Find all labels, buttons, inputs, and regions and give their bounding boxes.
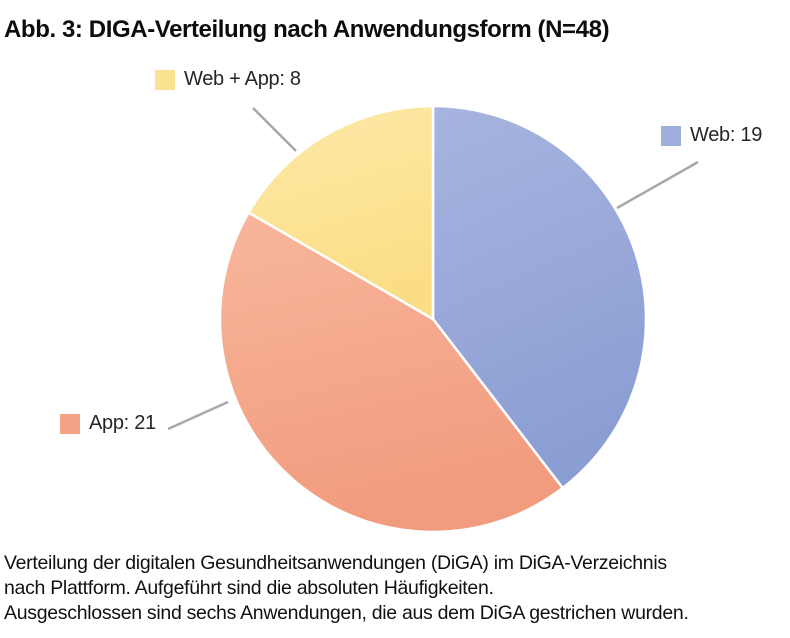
legend-item-web: Web: 19	[661, 124, 762, 147]
callout-line-app	[167, 400, 229, 431]
caption-line-3: Ausgeschlossen sind sechs Anwendungen, d…	[4, 602, 689, 624]
pie-slice-web	[431, 104, 648, 490]
legend-item-web-app: Web + App: 8	[155, 68, 301, 91]
caption-line-2: nach Plattform. Aufgeführt sind die abso…	[4, 577, 494, 599]
legend-swatch-web-app	[155, 69, 175, 90]
pie-slice-web-app	[247, 104, 435, 321]
callout-line-web-app	[252, 107, 297, 152]
legend-label-web: Web: 19	[690, 124, 763, 146]
legend-swatch-app	[60, 413, 80, 434]
chart-title: Abb. 3: DIGA-Verteilung nach Anwendungsf…	[4, 16, 610, 43]
pie-slices-group	[218, 104, 648, 534]
pie-slice-app	[218, 211, 564, 534]
legend-swatch-web	[661, 125, 681, 146]
legend-label-web-app: Web + App: 8	[184, 68, 301, 90]
caption-line-1: Verteilung der digitalen Gesundheitsanwe…	[4, 552, 667, 574]
callout-line-web	[616, 160, 699, 210]
legend-item-app: App: 21	[60, 412, 156, 435]
legend-label-app: App: 21	[89, 412, 156, 434]
figure-caption: Verteilung der digitalen Gesundheitsanwe…	[4, 551, 790, 626]
